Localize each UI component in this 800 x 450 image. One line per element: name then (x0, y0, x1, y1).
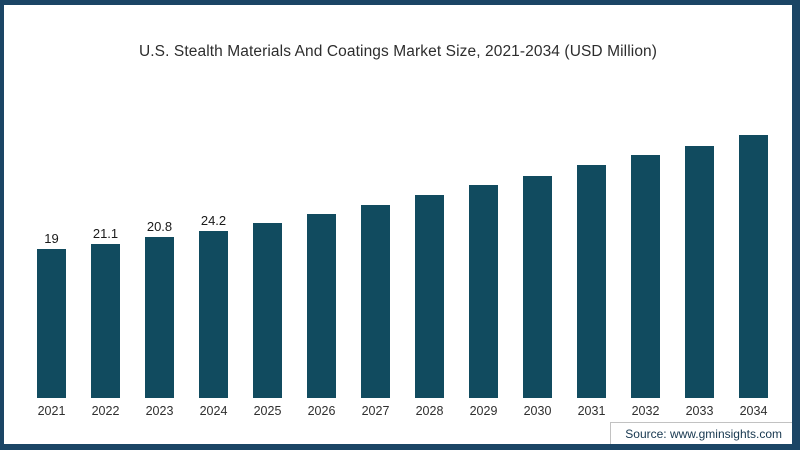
bar-group-2033 (685, 128, 714, 398)
x-axis-label-2027: 2027 (361, 404, 390, 418)
x-axis-label-text: 2027 (361, 404, 390, 418)
x-axis-label-2023: 2023 (145, 404, 174, 418)
x-axis-label-text: 2028 (415, 404, 444, 418)
bar-group-2030 (523, 158, 552, 398)
bar-value-label-2021: 19 (44, 231, 59, 246)
source-box: Source: www.gminsights.com (610, 422, 792, 444)
bar-group-2028 (415, 177, 444, 398)
bar-group-2023: 20.8 (145, 219, 174, 398)
x-axis-label-text: 2024 (199, 404, 228, 418)
bar-group-2029 (469, 167, 498, 398)
chart-title: U.S. Stealth Materials And Coatings Mark… (138, 43, 658, 60)
bar-value-label-2022: 21.1 (92, 226, 119, 241)
x-axis-label-2032: 2032 (631, 404, 660, 418)
x-axis-label-2033: 2033 (685, 404, 714, 418)
x-axis-label-text: 2021 (37, 404, 66, 418)
x-axis-label-text: 2033 (685, 404, 714, 418)
bars-row: 19 21.1 20.8 24.2 (37, 117, 768, 398)
x-axis-label-2021: 2021 (37, 404, 66, 418)
bar-2026 (307, 214, 336, 398)
x-axis-label-text: 2025 (253, 404, 282, 418)
x-axis-label-2026: 2026 (307, 404, 336, 418)
bar-2027 (361, 205, 390, 398)
bar-2034 (739, 135, 768, 398)
bar-group-2026 (307, 196, 336, 398)
bar-2029 (469, 185, 498, 398)
x-axis-label-text: 2031 (577, 404, 606, 418)
x-axis-label-2028: 2028 (415, 404, 444, 418)
bar-group-2027 (361, 187, 390, 398)
bar-2028 (415, 195, 444, 398)
x-axis-label-text: 2030 (523, 404, 552, 418)
x-axis-label-2030: 2030 (523, 404, 552, 418)
bar-value-label-2023: 20.8 (146, 219, 173, 234)
bar-value-label-2024: 24.2 (200, 213, 227, 228)
bar-group-2024: 24.2 (199, 213, 228, 398)
bar-2031 (577, 165, 606, 398)
bar-group-2034 (739, 117, 768, 398)
bar-2022 (91, 244, 120, 398)
x-axis-label-text: 2034 (739, 404, 768, 418)
x-axis-label-2034: 2034 (739, 404, 768, 418)
x-axis-label-text: 2032 (631, 404, 660, 418)
x-axis-label-2022: 2022 (91, 404, 120, 418)
x-axis-label-2031: 2031 (577, 404, 606, 418)
x-axis-label-text: 2029 (469, 404, 498, 418)
source-text: Source: www.gminsights.com (625, 426, 782, 441)
bar-group-2021: 19 (37, 231, 66, 398)
x-axis-label-2024: 2024 (199, 404, 228, 418)
x-axis-label-2029: 2029 (469, 404, 498, 418)
x-axis-label-text: 2023 (145, 404, 174, 418)
bar-2025 (253, 223, 282, 398)
x-axis-label-text: 2026 (307, 404, 336, 418)
bar-2024 (199, 231, 228, 398)
bar-2033 (685, 146, 714, 398)
bar-2032 (631, 155, 660, 398)
bar-group-2025 (253, 205, 282, 398)
bar-group-2022: 21.1 (91, 226, 120, 398)
x-axis-row: 2021 2022 2023 2024 2025 2026 2027 2028 2029 2030… (37, 404, 768, 418)
bar-group-2032 (631, 137, 660, 398)
x-axis-label-text: 2022 (91, 404, 120, 418)
bar-2030 (523, 176, 552, 398)
bar-2023 (145, 237, 174, 398)
bar-2021 (37, 249, 66, 398)
bar-group-2031 (577, 147, 606, 398)
x-axis-label-2025: 2025 (253, 404, 282, 418)
